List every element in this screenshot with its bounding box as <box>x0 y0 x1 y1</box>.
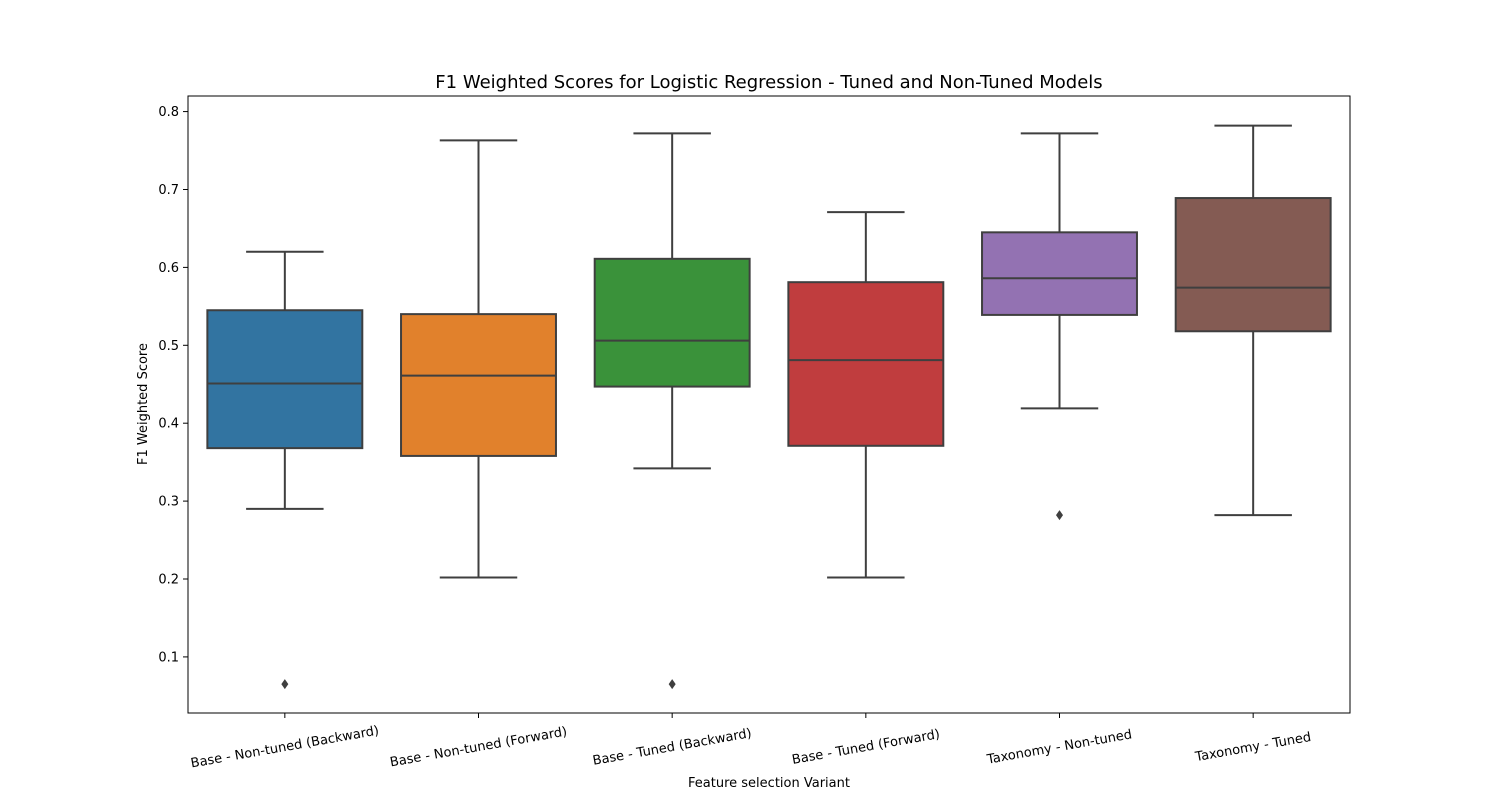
x-axis-label: Feature selection Variant <box>688 776 850 791</box>
box-body <box>593 257 751 388</box>
x-tick-label: Taxonomy - Tuned <box>1193 730 1312 765</box>
y-tick-label: 0.1 <box>158 650 179 665</box>
box-body <box>787 281 945 447</box>
box-group <box>981 132 1138 521</box>
x-tick-label: Taxonomy - Non-tuned <box>985 727 1133 767</box>
box-body <box>206 309 364 450</box>
box-group <box>1174 124 1332 517</box>
chart-title: F1 Weighted Scores for Logistic Regressi… <box>435 72 1102 93</box>
box-body <box>1174 197 1332 333</box>
box-group <box>206 250 364 690</box>
box-body <box>400 313 557 457</box>
outlier-point <box>668 679 676 690</box>
y-axis-label: F1 Weighted Score <box>136 343 151 465</box>
box-group <box>787 211 945 579</box>
x-tick-label: Base - Tuned (Backward) <box>592 726 753 769</box>
y-tick-label: 0.3 <box>158 495 179 510</box>
box-body <box>981 231 1138 316</box>
box-group <box>593 132 751 690</box>
box-group <box>400 139 557 579</box>
y-tick-label: 0.4 <box>158 417 179 432</box>
y-tick-label: 0.5 <box>158 339 179 354</box>
plot-area <box>206 124 1332 690</box>
outlier-point <box>281 679 289 690</box>
x-tick-label: Base - Non-tuned (Backward) <box>190 724 381 772</box>
outlier-point <box>1056 510 1063 521</box>
y-tick-label: 0.6 <box>158 261 179 276</box>
x-tick-label: Base - Tuned (Forward) <box>791 727 941 768</box>
y-tick-label: 0.8 <box>158 105 179 120</box>
y-tick-label: 0.7 <box>158 183 179 198</box>
x-tick-label: Base - Non-tuned (Forward) <box>389 725 568 771</box>
y-tick-label: 0.2 <box>158 573 179 588</box>
plot-frame <box>187 95 1351 714</box>
